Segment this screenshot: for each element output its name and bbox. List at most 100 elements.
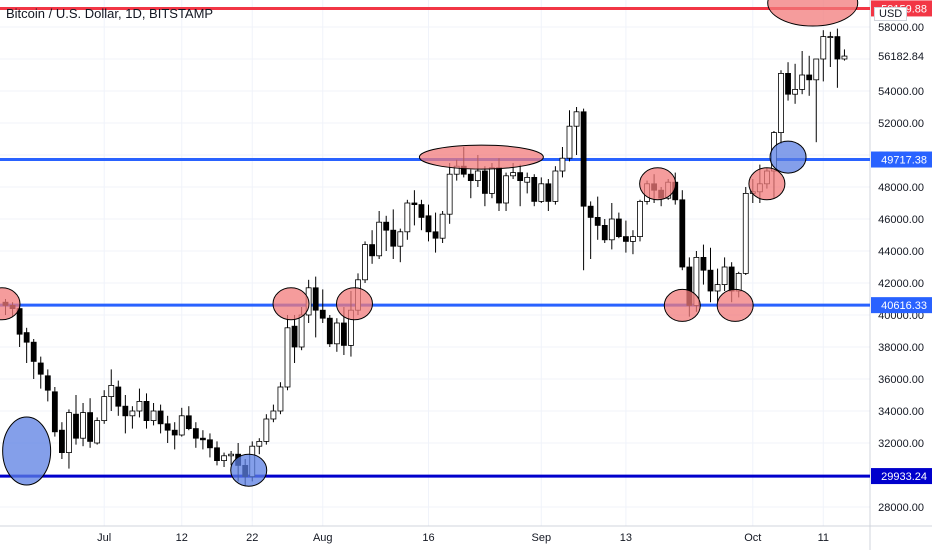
candle-up: [221, 455, 227, 461]
candle-down: [312, 287, 319, 311]
candle-down: [834, 36, 841, 60]
candle-up: [277, 386, 284, 412]
candle-down: [700, 256, 707, 271]
candle-down: [199, 437, 206, 441]
x-tick-label: 13: [620, 532, 632, 544]
candle-down: [291, 325, 298, 348]
candle-up: [799, 74, 806, 90]
candle-down: [580, 111, 587, 207]
y-tick-label: 48000.00: [878, 182, 924, 194]
candle-down: [185, 415, 192, 429]
candle-down: [517, 172, 524, 182]
candle-down: [214, 447, 220, 461]
candle-up: [270, 410, 277, 420]
candle-up: [446, 173, 453, 215]
candle-up: [608, 218, 615, 241]
candle-down: [44, 375, 51, 391]
candle-up: [474, 170, 481, 182]
candle-up: [397, 231, 404, 247]
candle-up: [108, 384, 115, 397]
y-tick-label: 32000.00: [878, 438, 924, 450]
highlight-ellipse: [2, 416, 52, 486]
candle-up: [552, 170, 559, 202]
candle-up: [333, 322, 340, 345]
candle-up: [376, 221, 383, 257]
candle-up: [263, 418, 270, 442]
candle-up: [503, 175, 509, 204]
x-tick-label: 11: [818, 532, 829, 544]
candle-up: [538, 183, 545, 202]
x-tick-label: 16: [422, 532, 434, 544]
currency-label[interactable]: USD: [874, 7, 908, 21]
candle-down: [122, 405, 129, 417]
candle-up: [524, 176, 531, 183]
candle-down: [785, 73, 791, 95]
y-tick-label: 28000.00: [878, 502, 924, 514]
x-tick-label: Jul: [97, 532, 111, 544]
last-price-label: 56182.84: [878, 51, 924, 63]
x-tick-label: Oct: [744, 532, 761, 544]
y-tick-label: 44000.00: [878, 246, 924, 258]
candle-up: [439, 213, 446, 239]
highlight-ellipse: [639, 167, 677, 201]
candle-down: [37, 362, 44, 375]
candle-down: [23, 332, 30, 343]
y-tick-label: 46000.00: [878, 214, 924, 226]
candle-down: [728, 266, 735, 292]
candle-up: [735, 272, 742, 292]
candle-up: [820, 36, 827, 60]
highlight-ellipse: [0, 287, 21, 321]
candle-down: [164, 423, 171, 431]
candle-up: [630, 236, 636, 242]
highlight-ellipse: [272, 287, 310, 321]
candle-up: [792, 89, 798, 95]
candle-down: [481, 170, 488, 194]
highlight-ellipse: [335, 287, 373, 321]
candle-down: [425, 215, 432, 233]
candle-up: [489, 167, 495, 194]
candle-down: [207, 439, 213, 449]
level-price-label-bg: [871, 151, 932, 168]
candle-down: [16, 308, 23, 335]
candle-down: [679, 199, 686, 268]
candle-down: [73, 413, 79, 439]
candle-down: [601, 224, 608, 241]
candle-down: [369, 244, 376, 257]
candle-down: [326, 317, 333, 345]
candle-down: [340, 322, 347, 346]
level-price-label: 29933.24: [881, 471, 927, 483]
candle-up: [742, 192, 749, 274]
level-price-label: 49717.38: [881, 155, 927, 167]
y-tick-label: 58000.00: [878, 22, 924, 34]
candle-down: [707, 269, 714, 292]
x-tick-label: 22: [246, 532, 258, 544]
candle-up: [101, 396, 108, 422]
candle-up: [566, 125, 573, 159]
candle-down: [496, 167, 502, 204]
candle-down: [545, 183, 552, 202]
candle-down: [171, 429, 178, 436]
candle-down: [411, 202, 418, 206]
candle-down: [383, 221, 390, 231]
candle-down: [51, 391, 58, 433]
candle-up: [129, 410, 136, 417]
highlight-ellipse: [748, 167, 786, 201]
y-tick-label: 42000.00: [878, 278, 924, 290]
y-tick-label: 34000.00: [878, 406, 924, 418]
candle-down: [390, 229, 397, 247]
candle-down: [115, 386, 122, 407]
candle-up: [362, 244, 368, 281]
candle-up: [66, 412, 72, 454]
candle-down: [623, 236, 629, 242]
candle-up: [178, 415, 185, 436]
candle-up: [573, 111, 580, 127]
candle-down: [806, 74, 813, 81]
last-price-label-bg: [871, 48, 932, 65]
candle-up: [228, 453, 235, 457]
y-tick-label: 38000.00: [878, 342, 924, 354]
x-tick-label: Sep: [532, 532, 552, 544]
candle-up: [136, 400, 143, 412]
candle-down: [418, 204, 425, 218]
chart-title: Bitcoin / U.S. Dollar, 1D, BITSTAMP: [6, 6, 214, 21]
